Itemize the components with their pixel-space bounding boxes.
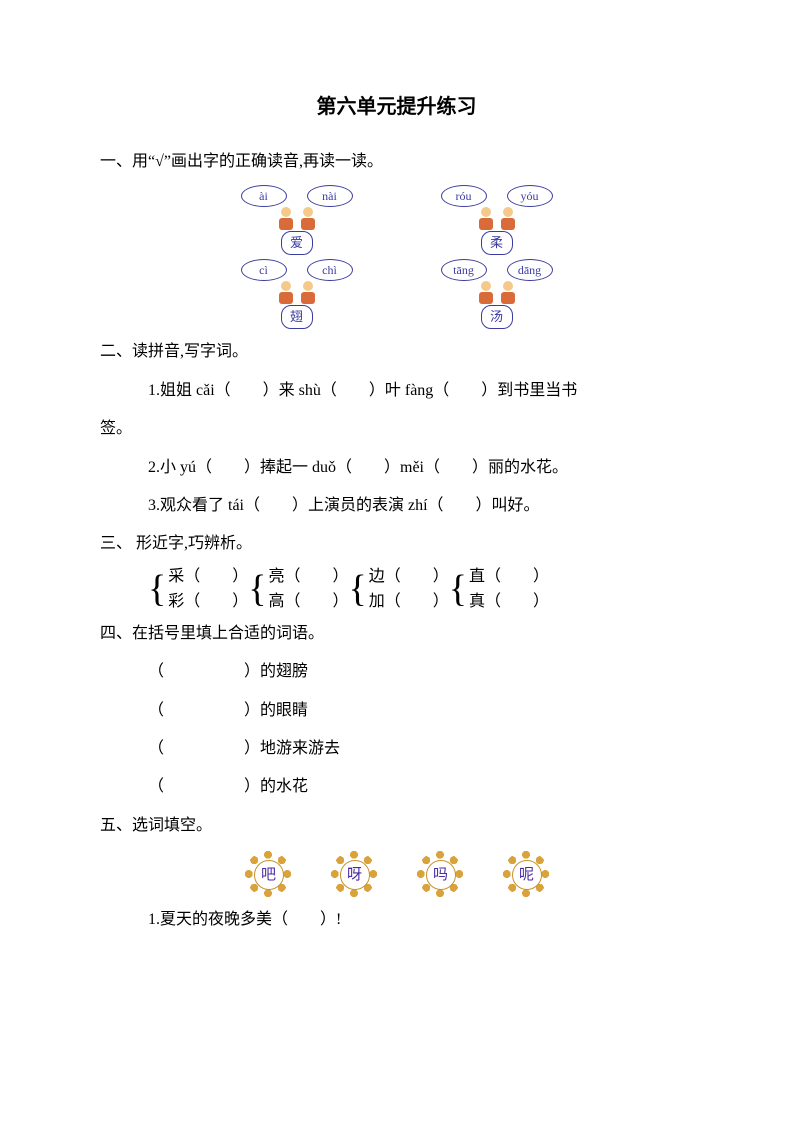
pinyin-cluster-1: róu yóu 柔 — [437, 185, 557, 255]
flower-center: 呀 — [340, 860, 370, 890]
brace-icon: { — [449, 570, 469, 608]
q4-line-2: （ ）的眼睛 — [100, 692, 693, 730]
q4-line-4: （ ）的水花 — [100, 768, 693, 806]
flower-center: 吗 — [426, 860, 456, 890]
flower-choice-2: 吗 — [417, 851, 463, 897]
q5-heading: 五、选词填空。 — [100, 807, 693, 845]
dolls-icon — [475, 205, 519, 233]
q2-heading: 二、读拼音,写字词。 — [100, 333, 693, 371]
q3-top: 边（ ） — [369, 564, 449, 590]
q3-bottom: 高（ ） — [269, 589, 349, 615]
char-box: 爱 — [281, 231, 313, 255]
flower-center: 吧 — [254, 860, 284, 890]
q1-heading: 一、用“√”画出字的正确读音,再读一读。 — [100, 143, 693, 181]
flower-center: 呢 — [512, 860, 542, 890]
q1-row1: ài nài 爱 róu yóu 柔 — [100, 185, 693, 255]
brace-group-1: { 亮（ ） 高（ ） — [248, 564, 348, 615]
q3-bottom: 加（ ） — [369, 589, 449, 615]
char-box: 汤 — [481, 305, 513, 329]
q5-choices: 吧 呀 吗 呢 — [100, 851, 693, 897]
char-box: 柔 — [481, 231, 513, 255]
pinyin-option-right: dāng — [507, 259, 553, 281]
q3-bottom: 彩（ ） — [168, 589, 248, 615]
pinyin-option-left: cì — [241, 259, 287, 281]
pinyin-option-right: chì — [307, 259, 353, 281]
char-box: 翅 — [281, 305, 313, 329]
pinyin-option-right: nài — [307, 185, 353, 207]
brace-icon: { — [148, 570, 168, 608]
dolls-icon — [475, 279, 519, 307]
pinyin-option-left: tāng — [441, 259, 487, 281]
q2-line-1b: 签。 — [100, 410, 693, 448]
pinyin-cluster-3: tāng dāng 汤 — [437, 259, 557, 329]
pinyin-option-left: róu — [441, 185, 487, 207]
pinyin-option-left: ài — [241, 185, 287, 207]
brace-icon: { — [248, 570, 268, 608]
q1-row2: cì chì 翅 tāng dāng 汤 — [100, 259, 693, 329]
q3-heading: 三、 形近字,巧辨析。 — [100, 525, 693, 563]
q3-bottom: 真（ ） — [469, 589, 549, 615]
dolls-icon — [275, 205, 319, 233]
brace-group-3: { 直（ ） 真（ ） — [449, 564, 549, 615]
q4-line-1: （ ）的翅膀 — [100, 653, 693, 691]
brace-icon: { — [349, 570, 369, 608]
q2-line-2: 2.小 yú（ ）捧起一 duǒ（ ）měi（ ）丽的水花。 — [100, 449, 693, 487]
q5-line-1: 1.夏天的夜晚多美（ ）! — [100, 901, 693, 939]
flower-choice-3: 呢 — [503, 851, 549, 897]
q3-top: 直（ ） — [469, 564, 549, 590]
pinyin-cluster-0: ài nài 爱 — [237, 185, 357, 255]
q2-line-3: 3.观众看了 tái（ ）上演员的表演 zhí（ ）叫好。 — [100, 487, 693, 525]
q3-top: 亮（ ） — [269, 564, 349, 590]
q2-line-1: 1.姐姐 cǎi（ ）来 shù（ ）叶 fàng（ ）到书里当书 — [100, 372, 693, 410]
pinyin-cluster-2: cì chì 翅 — [237, 259, 357, 329]
page-title: 第六单元提升练习 — [100, 90, 693, 119]
brace-group-0: { 采（ ） 彩（ ） — [148, 564, 248, 615]
q3-top: 采（ ） — [168, 564, 248, 590]
worksheet-page: 第六单元提升练习 一、用“√”画出字的正确读音,再读一读。 ài nài 爱 r… — [0, 0, 793, 1122]
flower-choice-1: 呀 — [331, 851, 377, 897]
pinyin-option-right: yóu — [507, 185, 553, 207]
q4-heading: 四、在括号里填上合适的词语。 — [100, 615, 693, 653]
brace-group-2: { 边（ ） 加（ ） — [349, 564, 449, 615]
q4-line-3: （ ）地游来游去 — [100, 730, 693, 768]
dolls-icon — [275, 279, 319, 307]
flower-choice-0: 吧 — [245, 851, 291, 897]
q3-groups: { 采（ ） 彩（ ） { 亮（ ） 高（ ） { 边（ ） 加（ ） { 直（ — [148, 564, 693, 615]
